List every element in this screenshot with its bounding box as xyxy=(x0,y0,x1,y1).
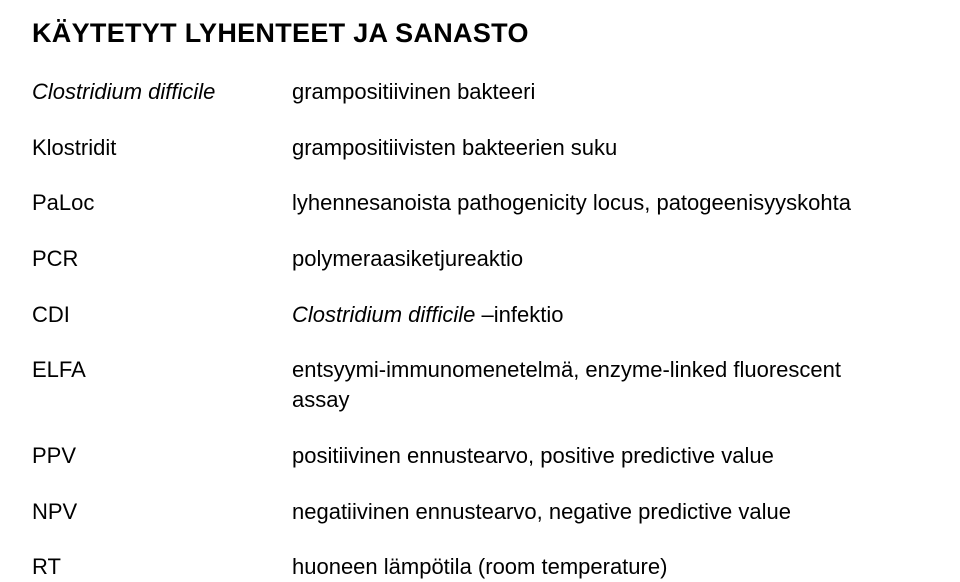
glossary-definition: grampositiivinen bakteeri xyxy=(292,77,900,133)
glossary-term: PCR xyxy=(32,244,292,300)
glossary-term: PaLoc xyxy=(32,188,292,244)
glossary-row: NPVnegatiivinen ennustearvo, negative pr… xyxy=(32,497,900,553)
glossary-term: Klostridit xyxy=(32,133,292,189)
glossary-row: CDIClostridium difficile –infektio xyxy=(32,300,900,356)
glossary-definition: negatiivinen ennustearvo, negative predi… xyxy=(292,497,900,553)
glossary-definition: lyhennesanoista pathogenicity locus, pat… xyxy=(292,188,900,244)
glossary-row: PPVpositiivinen ennustearvo, positive pr… xyxy=(32,441,900,497)
glossary-term: NPV xyxy=(32,497,292,553)
glossary-definition: entsyymi-immunomenetelmä, enzyme-linked … xyxy=(292,355,900,440)
glossary-table: Clostridium difficilegrampositiivinen ba… xyxy=(32,77,900,582)
glossary-definition: Clostridium difficile –infektio xyxy=(292,300,900,356)
glossary-term: ELFA xyxy=(32,355,292,440)
page-title: KÄYTETYT LYHENTEET JA SANASTO xyxy=(32,18,900,49)
glossary-body: Clostridium difficilegrampositiivinen ba… xyxy=(32,77,900,582)
glossary-row: Clostridium difficilegrampositiivinen ba… xyxy=(32,77,900,133)
glossary-definition: polymeraasiketjureaktio xyxy=(292,244,900,300)
glossary-term: PPV xyxy=(32,441,292,497)
glossary-term: Clostridium difficile xyxy=(32,77,292,133)
glossary-row: PaLoclyhennesanoista pathogenicity locus… xyxy=(32,188,900,244)
glossary-row: PCRpolymeraasiketjureaktio xyxy=(32,244,900,300)
glossary-term: CDI xyxy=(32,300,292,356)
glossary-row: ELFAentsyymi-immunomenetelmä, enzyme-lin… xyxy=(32,355,900,440)
glossary-row: Klostriditgrampositiivisten bakteerien s… xyxy=(32,133,900,189)
glossary-definition: positiivinen ennustearvo, positive predi… xyxy=(292,441,900,497)
glossary-definition: grampositiivisten bakteerien suku xyxy=(292,133,900,189)
